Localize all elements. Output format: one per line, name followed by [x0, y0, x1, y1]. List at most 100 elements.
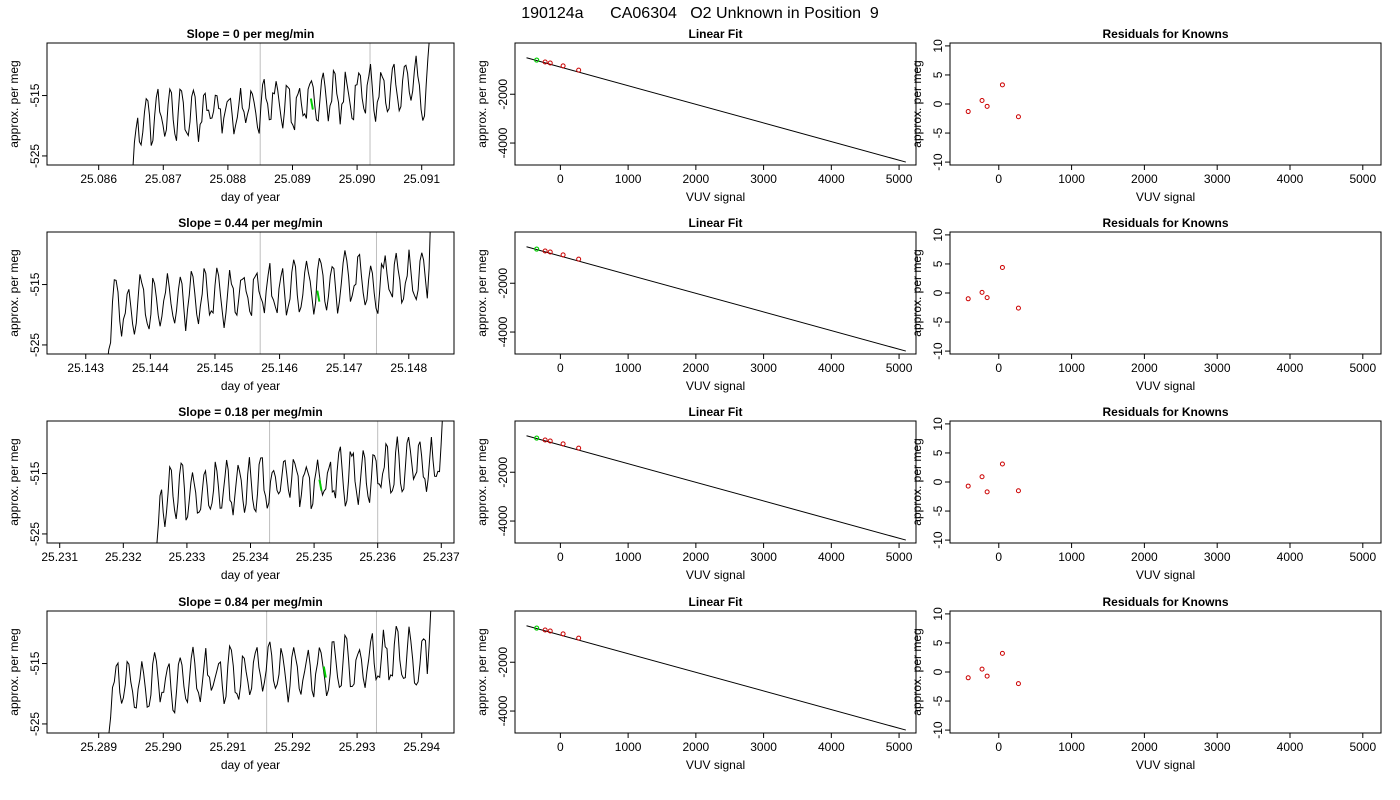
panel-title: Residuals for Knowns	[1102, 27, 1228, 41]
y-axis-label: approx. per meg	[910, 628, 924, 715]
x-tick-label: 25.293	[339, 740, 376, 754]
fit-line	[526, 57, 906, 163]
y-tick-label: -515	[28, 83, 42, 107]
known-point	[576, 635, 582, 641]
panel-frame	[949, 420, 1382, 544]
x-axis-label: VUV signal	[686, 379, 745, 393]
x-tick-label: 4000	[818, 550, 845, 564]
x-tick-label: 0	[995, 740, 1002, 754]
y-tick-label: 0	[931, 478, 945, 485]
x-tick-label: 1000	[615, 361, 642, 375]
x-tick-label: 4000	[1277, 740, 1304, 754]
unknown-marker	[316, 290, 321, 302]
x-tick-label: 3000	[1204, 550, 1231, 564]
known-point	[547, 628, 553, 634]
y-tick-label: -10	[931, 342, 945, 360]
residual-point	[1015, 305, 1021, 311]
y-tick-label: -2000	[496, 647, 510, 678]
y-tick-label: -4000	[496, 316, 510, 347]
x-tick-label: 5000	[886, 550, 913, 564]
x-tick-label: 25.089	[274, 172, 311, 186]
x-tick-label: 25.087	[145, 172, 182, 186]
fit-line	[526, 246, 906, 352]
panel-frame	[46, 42, 455, 166]
residual-point	[999, 82, 1005, 88]
x-tick-label: 1000	[1058, 550, 1085, 564]
trace-line	[132, 43, 430, 165]
unknown-marker	[318, 479, 323, 491]
y-tick-label: -5	[931, 316, 945, 327]
residual-point	[965, 296, 971, 302]
residual-point	[984, 673, 990, 679]
x-tick-label: 25.294	[403, 740, 440, 754]
x-tick-label: 5000	[886, 361, 913, 375]
x-axis-label: VUV signal	[1136, 568, 1195, 582]
x-tick-label: 25.147	[326, 361, 363, 375]
x-tick-label: 3000	[750, 361, 777, 375]
x-tick-label: 25.235	[296, 550, 333, 564]
y-tick-label: 0	[931, 289, 945, 296]
y-axis-label: approx. per meg	[475, 60, 489, 147]
y-tick-label: 5	[931, 71, 945, 78]
x-tick-label: 25.148	[390, 361, 427, 375]
x-tick-label: 0	[995, 361, 1002, 375]
panel-r2-c2: Residuals for Knowns 0 1000 2000 3000 4000 500…	[910, 405, 1382, 582]
panel-title: Slope = 0 per meg/min	[187, 27, 315, 41]
residual-point	[979, 474, 985, 480]
x-tick-label: 3000	[1204, 361, 1231, 375]
y-tick-label: -2000	[496, 79, 510, 110]
x-tick-label: 25.292	[274, 740, 311, 754]
y-axis-label: approx. per meg	[475, 438, 489, 525]
x-tick-label: 4000	[1277, 550, 1304, 564]
x-tick-label: 0	[557, 740, 564, 754]
y-tick-label: 0	[931, 668, 945, 675]
x-tick-label: 2000	[683, 550, 710, 564]
x-tick-label: 25.232	[105, 550, 142, 564]
panel-frame	[514, 420, 917, 544]
trace-line	[107, 232, 431, 354]
unknown-point	[534, 246, 540, 252]
residual-point	[965, 109, 971, 115]
x-tick-label: 5000	[886, 172, 913, 186]
y-axis-label: approx. per meg	[7, 438, 21, 525]
x-axis-label: day of year	[221, 758, 280, 772]
y-tick-label: 10	[931, 228, 945, 242]
trace-line	[156, 421, 443, 543]
y-axis-label: approx. per meg	[910, 438, 924, 525]
x-axis-label: VUV signal	[686, 568, 745, 582]
y-axis-label: approx. per meg	[910, 60, 924, 147]
x-tick-label: 4000	[818, 361, 845, 375]
x-tick-label: 25.088	[210, 172, 247, 186]
y-tick-label: 5	[931, 449, 945, 456]
x-tick-label: 2000	[1131, 361, 1158, 375]
y-tick-label: -515	[28, 651, 42, 675]
panel-r3-c1: Linear Fit 0 1000 2000 3000 4000 5000 -4000 -200…	[475, 595, 917, 772]
y-tick-label: -2000	[496, 457, 510, 488]
y-axis-label: approx. per meg	[910, 249, 924, 336]
panel-r1-c1: Linear Fit 0 1000 2000 3000 4000 5000 -4000 -200…	[475, 216, 917, 393]
known-point	[560, 631, 566, 637]
known-point	[576, 445, 582, 451]
panel-r3-c0: Slope = 0.84 per meg/min 25.289 25.290 25.2…	[7, 595, 455, 772]
residual-point	[979, 666, 985, 672]
y-tick-label: -4000	[496, 127, 510, 158]
y-tick-label: -515	[28, 272, 42, 296]
y-tick-label: -10	[931, 531, 945, 549]
x-axis-label: VUV signal	[686, 758, 745, 772]
x-tick-label: 25.234	[232, 550, 269, 564]
residual-point	[1015, 681, 1021, 687]
x-tick-label: 1000	[1058, 361, 1085, 375]
x-tick-label: 0	[995, 550, 1002, 564]
y-tick-label: -2000	[496, 268, 510, 299]
panel-r0-c0: Slope = 0 per meg/min 25.086 25.087 25.088 2…	[7, 27, 455, 204]
x-tick-label: 4000	[1277, 361, 1304, 375]
x-axis-label: VUV signal	[1136, 379, 1195, 393]
x-axis-label: VUV signal	[686, 190, 745, 204]
x-tick-label: 25.146	[261, 361, 298, 375]
x-tick-label: 1000	[1058, 172, 1085, 186]
residual-point	[999, 264, 1005, 270]
residual-point	[979, 289, 985, 295]
panel-frame	[949, 231, 1382, 355]
residual-point	[984, 103, 990, 109]
